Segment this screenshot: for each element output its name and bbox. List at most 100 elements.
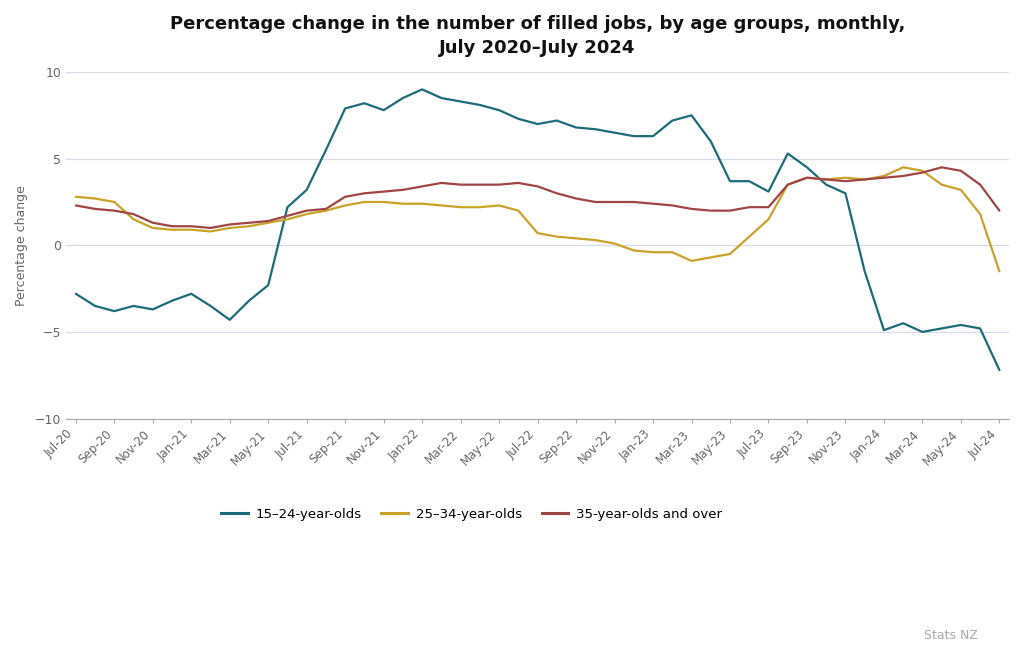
15–24-year-olds (589, 125, 601, 133)
25–34-year-olds (512, 207, 524, 215)
25–34-year-olds (243, 222, 255, 230)
15–24-year-olds (146, 305, 159, 313)
15–24-year-olds (647, 132, 659, 140)
35-year-olds and over (166, 222, 178, 230)
Line: 15–24-year-olds: 15–24-year-olds (76, 89, 999, 370)
35-year-olds and over (474, 180, 486, 188)
35-year-olds and over (416, 182, 428, 190)
35-year-olds and over (89, 205, 101, 213)
15–24-year-olds (378, 106, 390, 114)
15–24-year-olds (705, 137, 717, 145)
15–24-year-olds (319, 146, 332, 154)
25–34-year-olds (589, 236, 601, 244)
25–34-year-olds (474, 203, 486, 211)
25–34-year-olds (89, 194, 101, 202)
15–24-year-olds (205, 302, 217, 310)
15–24-year-olds (858, 267, 870, 275)
25–34-year-olds (993, 267, 1006, 275)
25–34-year-olds (455, 203, 467, 211)
25–34-year-olds (493, 202, 505, 210)
25–34-year-olds (531, 229, 544, 237)
15–24-year-olds (781, 149, 794, 157)
35-year-olds and over (146, 219, 159, 227)
25–34-year-olds (282, 215, 294, 223)
15–24-year-olds (840, 189, 852, 197)
35-year-olds and over (301, 207, 313, 215)
15–24-year-olds (936, 325, 948, 332)
25–34-year-olds (878, 172, 890, 180)
25–34-year-olds (435, 202, 447, 210)
25–34-year-olds (185, 226, 198, 234)
35-year-olds and over (127, 210, 139, 218)
15–24-year-olds (435, 94, 447, 102)
35-year-olds and over (724, 207, 736, 215)
25–34-year-olds (647, 249, 659, 256)
15–24-year-olds (531, 120, 544, 128)
15–24-year-olds (916, 328, 929, 336)
35-year-olds and over (762, 203, 774, 211)
25–34-year-olds (301, 210, 313, 218)
15–24-year-olds (762, 188, 774, 196)
35-year-olds and over (223, 221, 236, 229)
15–24-year-olds (223, 316, 236, 324)
Line: 35-year-olds and over: 35-year-olds and over (76, 167, 999, 228)
35-year-olds and over (551, 189, 563, 197)
Line: 25–34-year-olds: 25–34-year-olds (76, 167, 999, 271)
Legend: 15–24-year-olds, 25–34-year-olds, 35-year-olds and over: 15–24-year-olds, 25–34-year-olds, 35-yea… (216, 503, 727, 526)
15–24-year-olds (954, 321, 967, 329)
25–34-year-olds (146, 224, 159, 232)
15–24-year-olds (974, 325, 986, 332)
15–24-year-olds (455, 98, 467, 106)
15–24-year-olds (570, 124, 583, 132)
Text: Stats NZ: Stats NZ (924, 629, 978, 642)
25–34-year-olds (897, 163, 909, 171)
15–24-year-olds (493, 106, 505, 114)
15–24-year-olds (685, 112, 697, 120)
35-year-olds and over (243, 219, 255, 227)
25–34-year-olds (936, 180, 948, 188)
35-year-olds and over (781, 180, 794, 188)
35-year-olds and over (339, 193, 351, 201)
15–24-year-olds (339, 104, 351, 112)
15–24-year-olds (166, 297, 178, 305)
25–34-year-olds (840, 174, 852, 182)
15–24-year-olds (801, 163, 813, 171)
15–24-year-olds (743, 177, 756, 185)
25–34-year-olds (743, 233, 756, 241)
25–34-year-olds (667, 249, 679, 256)
25–34-year-olds (820, 175, 833, 183)
15–24-year-olds (282, 203, 294, 211)
35-year-olds and over (936, 163, 948, 171)
35-year-olds and over (705, 207, 717, 215)
35-year-olds and over (378, 188, 390, 196)
25–34-year-olds (954, 186, 967, 194)
15–24-year-olds (70, 290, 82, 297)
35-year-olds and over (647, 200, 659, 208)
25–34-year-olds (801, 174, 813, 182)
25–34-year-olds (608, 239, 621, 247)
35-year-olds and over (493, 180, 505, 188)
35-year-olds and over (954, 167, 967, 175)
35-year-olds and over (667, 202, 679, 210)
15–24-year-olds (667, 116, 679, 124)
25–34-year-olds (781, 180, 794, 188)
25–34-year-olds (262, 219, 274, 227)
25–34-year-olds (205, 227, 217, 235)
25–34-year-olds (70, 193, 82, 201)
35-year-olds and over (262, 217, 274, 225)
35-year-olds and over (840, 177, 852, 185)
Y-axis label: Percentage change: Percentage change (15, 185, 28, 306)
35-year-olds and over (878, 174, 890, 182)
25–34-year-olds (396, 200, 409, 208)
35-year-olds and over (820, 175, 833, 183)
15–24-year-olds (262, 281, 274, 289)
35-year-olds and over (282, 212, 294, 220)
35-year-olds and over (897, 172, 909, 180)
15–24-year-olds (109, 307, 121, 315)
35-year-olds and over (608, 198, 621, 206)
35-year-olds and over (628, 198, 640, 206)
35-year-olds and over (858, 175, 870, 183)
15–24-year-olds (243, 297, 255, 305)
15–24-year-olds (416, 85, 428, 93)
35-year-olds and over (319, 205, 332, 213)
